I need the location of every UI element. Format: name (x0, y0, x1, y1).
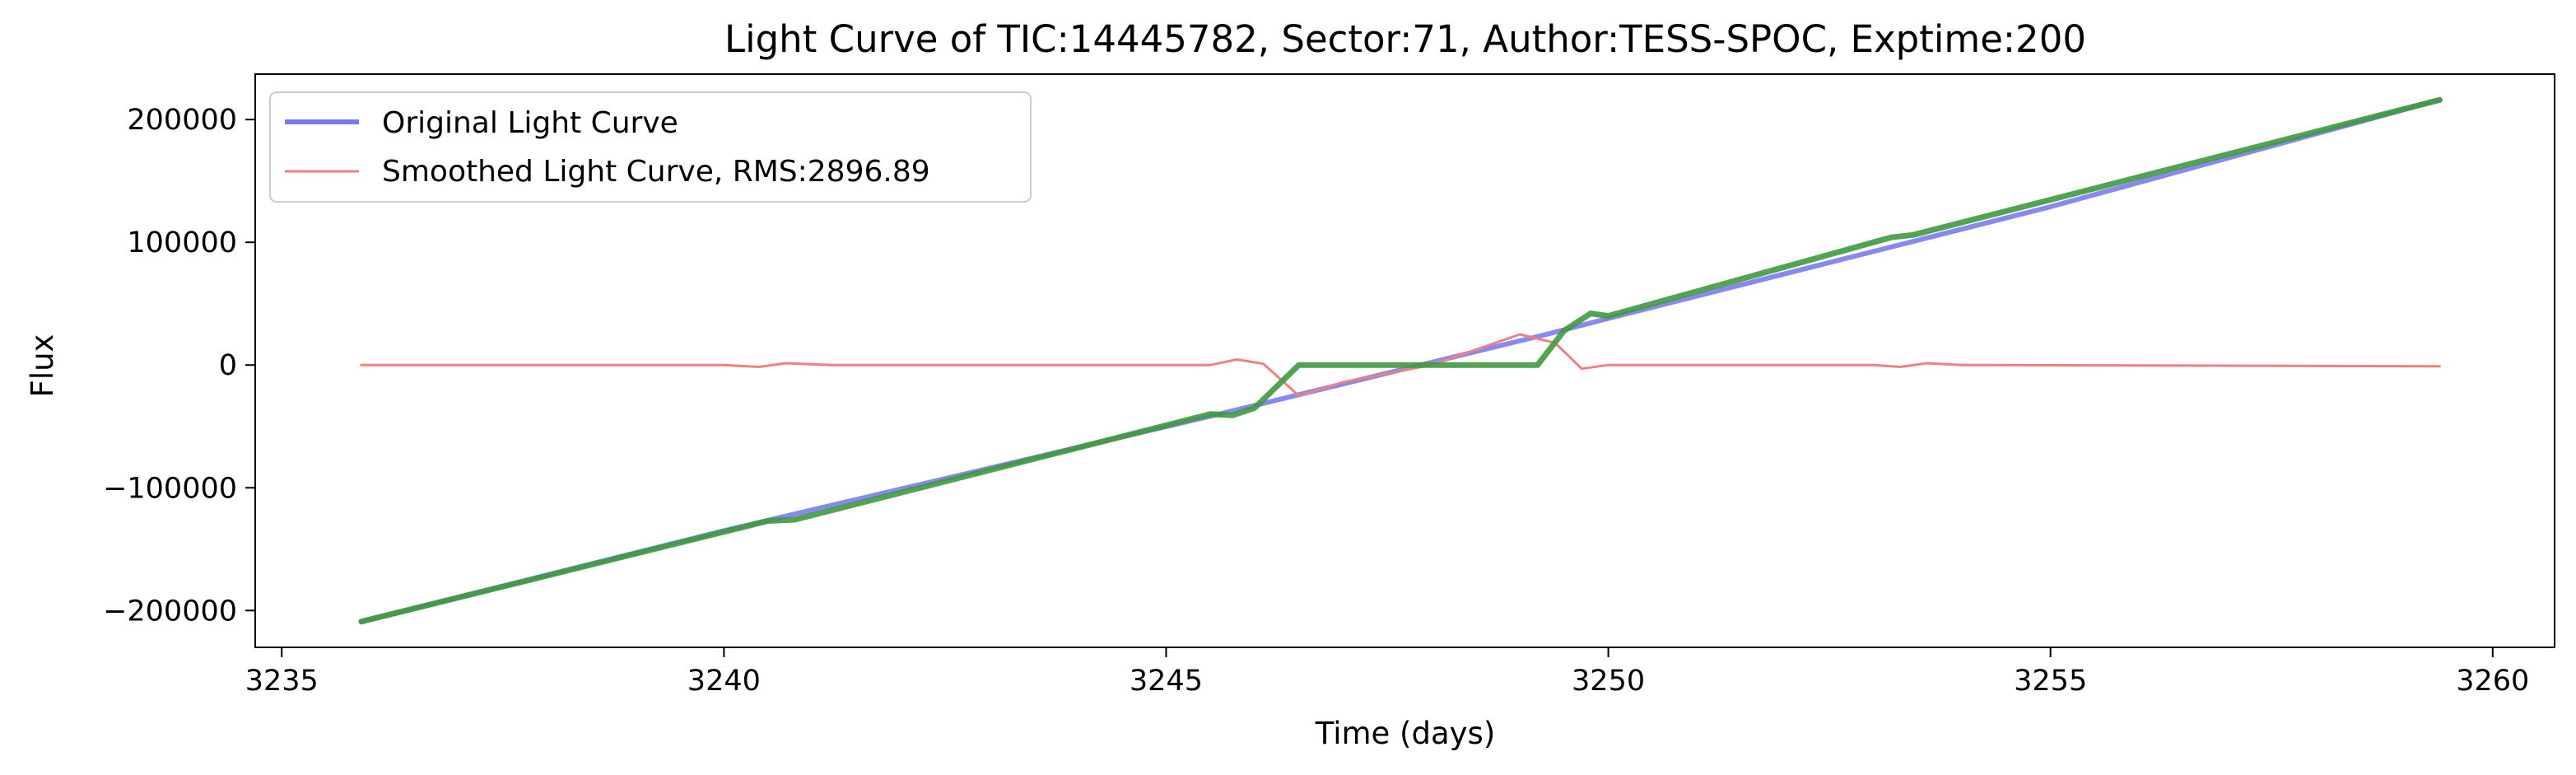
x-tick-label: 3255 (2014, 665, 2087, 698)
y-axis: −200000 −100000 0 100000 200000 (103, 104, 255, 628)
x-tick-label: 3250 (1572, 665, 1645, 698)
x-axis-label: Time (days) (1315, 716, 1496, 751)
y-tick-label: 0 (219, 349, 237, 382)
x-axis: 3235 3240 3245 3250 3255 3260 (245, 647, 2529, 698)
legend-box (269, 91, 1032, 203)
legend-label-original: Original Light Curve (382, 106, 678, 140)
legend: Original Light Curve Smoothed Light Curv… (269, 91, 1032, 203)
x-tick-label: 3260 (2456, 665, 2529, 698)
y-tick-label: 100000 (127, 226, 237, 259)
y-tick-label: −200000 (103, 595, 237, 628)
y-tick-label: 200000 (127, 104, 237, 137)
plot-frame (254, 73, 2555, 648)
x-tick-label: 3240 (687, 665, 761, 698)
chart-title: Light Curve of TIC:14445782, Sector:71, … (724, 17, 2086, 61)
x-tick-label: 3235 (245, 665, 319, 698)
legend-label-smoothed: Smoothed Light Curve, RMS:2896.89 (382, 155, 930, 189)
x-tick-label: 3245 (1130, 665, 1203, 698)
y-axis-label: Flux (25, 334, 60, 398)
series-smoothed-light-curve (360, 333, 2441, 397)
series-overlay-curve (358, 96, 2443, 625)
series-layer (358, 96, 2443, 625)
y-tick-label: −100000 (103, 472, 237, 505)
